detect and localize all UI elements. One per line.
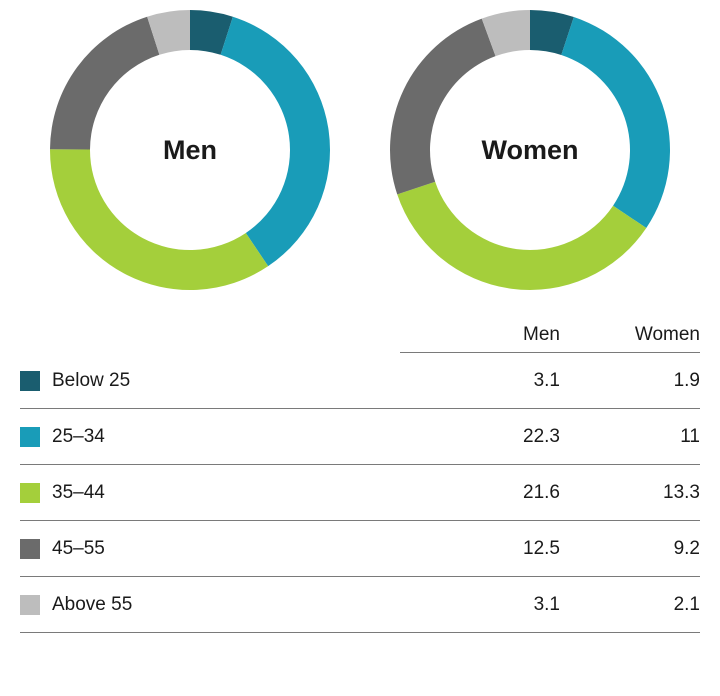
donut-slice-a25_34 — [561, 17, 670, 228]
cat-label: 35–44 — [52, 482, 420, 504]
swatch-45-55 — [20, 539, 40, 559]
val-women: 13.3 — [560, 482, 700, 504]
table-row: Below 25 3.1 1.9 — [20, 353, 700, 409]
donut-slice-a45_55 — [390, 19, 496, 195]
donut-women-label: Women — [481, 135, 578, 166]
col-head-women: Women — [560, 324, 700, 352]
col-head-men: Men — [420, 324, 560, 352]
val-women: 2.1 — [560, 594, 700, 616]
cat-label: Below 25 — [52, 370, 420, 392]
cat-label: 45–55 — [52, 538, 420, 560]
val-men: 22.3 — [420, 426, 560, 448]
val-women: 9.2 — [560, 538, 700, 560]
donut-slice-a35_44 — [397, 182, 646, 290]
legend-header: Men Women — [20, 324, 700, 352]
donut-men-label: Men — [163, 135, 217, 166]
donut-slice-a25_34 — [221, 17, 330, 266]
val-men: 12.5 — [420, 538, 560, 560]
donut-slice-a45_55 — [50, 17, 159, 150]
donut-women: Women — [380, 0, 680, 300]
val-men: 3.1 — [420, 594, 560, 616]
swatch-below25 — [20, 371, 40, 391]
val-women: 1.9 — [560, 370, 700, 392]
table-row: 35–44 21.6 13.3 — [20, 465, 700, 521]
table-row: Above 55 3.1 2.1 — [20, 577, 700, 633]
donut-slice-a35_44 — [50, 149, 268, 290]
donut-row: Men Women — [0, 0, 720, 300]
cat-label: Above 55 — [52, 594, 420, 616]
swatch-25-34 — [20, 427, 40, 447]
val-men: 3.1 — [420, 370, 560, 392]
cat-label: 25–34 — [52, 426, 420, 448]
swatch-above55 — [20, 595, 40, 615]
val-women: 11 — [560, 426, 700, 448]
donut-men: Men — [40, 0, 340, 300]
legend-table: Men Women Below 25 3.1 1.9 25–34 22.3 11… — [0, 324, 720, 633]
table-row: 45–55 12.5 9.2 — [20, 521, 700, 577]
val-men: 21.6 — [420, 482, 560, 504]
swatch-35-44 — [20, 483, 40, 503]
chart-container: Men Women Men Women Below 25 3.1 1.9 25–… — [0, 0, 720, 696]
table-row: 25–34 22.3 11 — [20, 409, 700, 465]
